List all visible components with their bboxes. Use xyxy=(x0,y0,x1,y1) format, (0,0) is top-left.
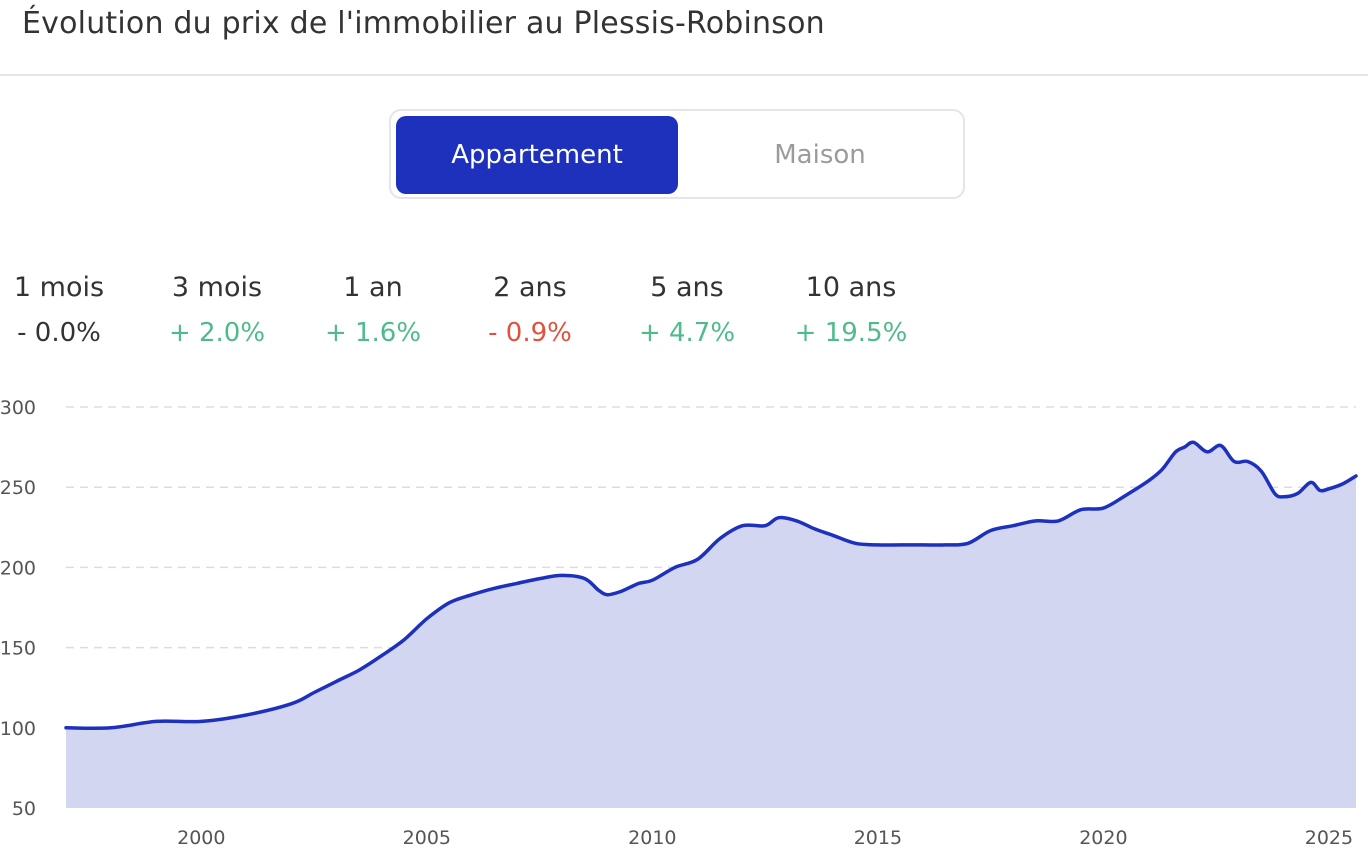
stat-1-an: 1 an + 1.6% xyxy=(314,268,432,353)
x-axis-ticks: 2000 2005 2010 2015 2020 2025 xyxy=(177,827,1353,849)
x-tick-label: 2005 xyxy=(403,827,451,849)
stat-value: + 19.5% xyxy=(794,318,908,348)
x-tick-label: 2015 xyxy=(854,827,902,849)
toggle-appartement-button[interactable]: Appartement xyxy=(396,116,678,194)
price-line xyxy=(64,440,1358,731)
stat-value: - 0.9% xyxy=(488,318,572,348)
x-tick-label: 2025 xyxy=(1305,827,1353,849)
stat-value: + 1.6% xyxy=(324,318,422,348)
x-tick-label: 2010 xyxy=(628,827,676,849)
stat-10-ans: 10 ans + 19.5% xyxy=(785,268,917,353)
stat-label: 1 an xyxy=(343,272,403,303)
page-title: Évolution du prix de l'immobilier au Ple… xyxy=(22,6,825,41)
y-tick-label: 150 xyxy=(0,638,36,660)
y-tick-label: 100 xyxy=(0,718,36,740)
y-tick-label: 250 xyxy=(0,477,36,499)
stat-value: + 4.7% xyxy=(638,318,736,348)
stat-value: + 2.0% xyxy=(168,318,266,348)
stat-label: 2 ans xyxy=(493,272,567,303)
price-area xyxy=(66,442,1356,808)
stat-label: 10 ans xyxy=(805,272,897,303)
y-tick-label: 300 xyxy=(0,397,36,419)
x-tick-label: 2000 xyxy=(177,827,225,849)
stat-5-ans: 5 ans + 4.7% xyxy=(628,268,746,353)
y-tick-label: 200 xyxy=(0,557,36,579)
property-type-toggle: Appartement Maison xyxy=(389,109,965,199)
stat-1-mois: 1 mois - 0.0% xyxy=(0,268,118,353)
stat-3-mois: 3 mois + 2.0% xyxy=(158,268,276,353)
y-axis-ticks: 50 100 150 200 250 300 xyxy=(0,397,36,820)
toggle-maison-button[interactable]: Maison xyxy=(774,140,866,170)
stat-label: 5 ans xyxy=(650,272,724,303)
stat-label: 3 mois xyxy=(171,272,263,303)
header-divider xyxy=(0,74,1368,76)
stat-label: 1 mois xyxy=(13,272,105,303)
stat-2-ans: 2 ans - 0.9% xyxy=(471,268,589,353)
stat-value: - 0.0% xyxy=(17,318,101,348)
y-tick-label: 50 xyxy=(12,798,36,820)
x-tick-label: 2020 xyxy=(1079,827,1127,849)
